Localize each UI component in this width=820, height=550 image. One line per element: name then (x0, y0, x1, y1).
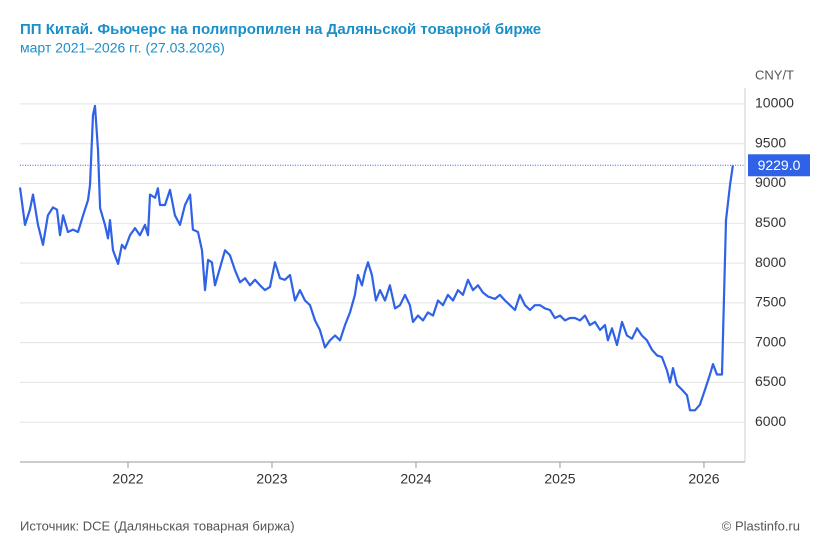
x-tick-label: 2025 (544, 471, 575, 487)
y-tick-label: 9500 (755, 134, 786, 150)
last-value-label: 9229.0 (758, 157, 801, 173)
x-tick-label: 2022 (112, 471, 143, 487)
y-unit: CNY/T (755, 67, 794, 82)
x-tick-label: 2023 (256, 471, 287, 487)
y-tick-label: 9000 (755, 174, 786, 190)
x-tick-label: 2024 (400, 471, 431, 487)
y-tick-label: 10000 (755, 95, 794, 111)
y-tick-label: 6000 (755, 413, 786, 429)
y-tick-label: 6500 (755, 373, 786, 389)
y-tick-label: 7000 (755, 333, 786, 349)
chart-subtitle: март 2021–2026 гг. (27.03.2026) (20, 40, 225, 56)
y-tick-label: 8500 (755, 214, 786, 230)
price-line (18, 104, 734, 412)
credit: © Plastinfo.ru (722, 518, 800, 533)
source: Источник: DCE (Даляньская товарная биржа… (20, 518, 295, 533)
chart-title: ПП Китай. Фьючерс на полипропилен на Дал… (20, 21, 541, 38)
y-tick-label: 8000 (755, 254, 786, 270)
last-value-box (748, 154, 810, 177)
y-tick-label: 7500 (755, 294, 786, 310)
x-tick-label: 2026 (688, 471, 719, 487)
